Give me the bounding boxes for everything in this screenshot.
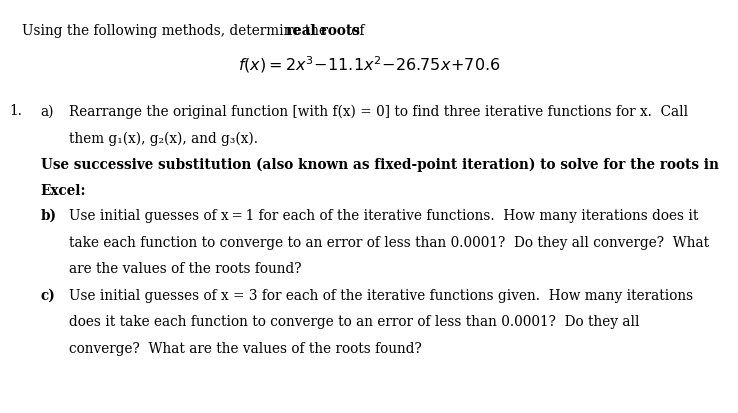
- Text: Using the following methods, determine the: Using the following methods, determine t…: [22, 24, 331, 38]
- Text: Rearrange the original function [with f(x) = 0] to find three iterative function: Rearrange the original function [with f(…: [69, 104, 688, 119]
- Text: does it take each function to converge to an error of less than 0.0001?  Do they: does it take each function to converge t…: [69, 315, 639, 329]
- Text: 1.: 1.: [10, 104, 22, 118]
- Text: a): a): [41, 104, 54, 118]
- Text: c): c): [41, 288, 55, 302]
- Text: them g₁(x), g₂(x), and g₃(x).: them g₁(x), g₂(x), and g₃(x).: [69, 131, 258, 146]
- Text: of: of: [347, 24, 365, 38]
- Text: Excel:: Excel:: [41, 183, 86, 197]
- Text: take each function to converge to an error of less than 0.0001?  Do they all con: take each function to converge to an err…: [69, 235, 708, 249]
- Text: are the values of the roots found?: are the values of the roots found?: [69, 262, 301, 276]
- Text: b): b): [41, 208, 57, 222]
- Text: Use successive substitution (also known as fixed-point iteration) to solve for t: Use successive substitution (also known …: [41, 157, 719, 171]
- Text: $f\left(x\right)=2x^3\!-\!11.1x^2\!-\!26.75x\!+\!70.6$: $f\left(x\right)=2x^3\!-\!11.1x^2\!-\!26…: [238, 55, 500, 75]
- Text: Use initial guesses of x = 3 for each of the iterative functions given.  How man: Use initial guesses of x = 3 for each of…: [69, 288, 693, 302]
- Text: real roots: real roots: [286, 24, 359, 38]
- Text: Use initial guesses of x = 1 for each of the iterative functions.  How many iter: Use initial guesses of x = 1 for each of…: [69, 208, 698, 222]
- Text: converge?  What are the values of the roots found?: converge? What are the values of the roo…: [69, 341, 421, 355]
